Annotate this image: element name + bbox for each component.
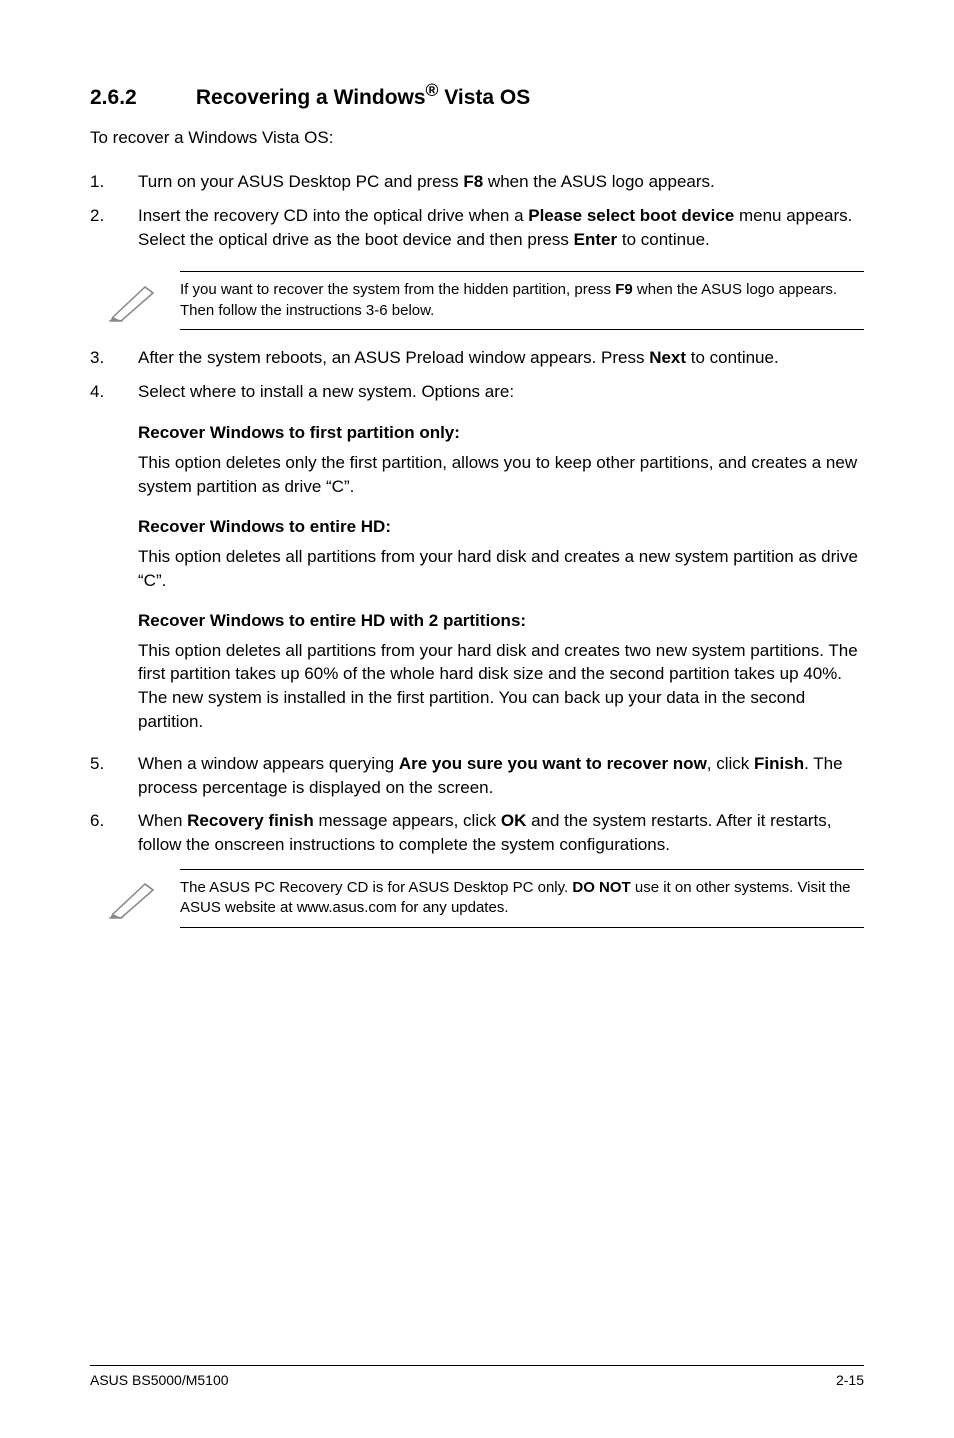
step-1: 1. Turn on your ASUS Desktop PC and pres… [90,170,864,194]
text: Select where to install a new system. Op… [138,382,514,401]
section-title-pre: Recovering a Windows [196,86,426,109]
pencil-icon [90,279,180,323]
step-body: After the system reboots, an ASUS Preloa… [138,346,864,370]
text: If you want to recover the system from t… [180,281,615,298]
option-para: This option deletes all partitions from … [138,545,864,593]
key-f8: F8 [463,172,483,191]
section-heading: 2.6.2 Recovering a Windows® Vista OS [90,80,864,110]
bold-text: Next [649,348,686,367]
step-3: 3. After the system reboots, an ASUS Pre… [90,346,864,370]
step-number: 3. [90,346,138,370]
bold-text: DO NOT [572,879,630,896]
pencil-icon [90,876,180,920]
text: After the system reboots, an ASUS Preloa… [138,348,649,367]
option-para: This option deletes all partitions from … [138,639,864,734]
step-5: 5. When a window appears querying Are yo… [90,752,864,800]
footer-left: ASUS BS5000/M5100 [90,1372,229,1388]
option-heading: Recover Windows to entire HD: [138,517,864,537]
step-4: 4. Select where to install a new system.… [90,380,864,404]
bold-text: Are you sure you want to recover now [399,754,707,773]
step-body: Turn on your ASUS Desktop PC and press F… [138,170,864,194]
key-f9: F9 [615,281,633,298]
bold-text: Finish [754,754,804,773]
step-6: 6. When Recovery finish message appears,… [90,809,864,857]
step-body: When Recovery finish message appears, cl… [138,809,864,857]
note-text: The ASUS PC Recovery CD is for ASUS Desk… [180,869,864,928]
text: When a window appears querying [138,754,399,773]
text: message appears, click [314,811,501,830]
step-body: Select where to install a new system. Op… [138,380,864,404]
note-text: If you want to recover the system from t… [180,271,864,330]
step-2: 2. Insert the recovery CD into the optic… [90,204,864,252]
step-body: Insert the recovery CD into the optical … [138,204,864,252]
text: , click [707,754,754,773]
section-title-post: Vista OS [438,86,530,109]
section-number: 2.6.2 [90,86,190,110]
option-heading: Recover Windows to first partition only: [138,423,864,443]
option-first-partition: Recover Windows to first partition only:… [138,423,864,733]
option-para: This option deletes only the first parti… [138,451,864,499]
text: to continue. [617,230,710,249]
page-footer: ASUS BS5000/M5100 2-15 [90,1365,864,1388]
note-block-2: The ASUS PC Recovery CD is for ASUS Desk… [90,869,864,928]
step-number: 2. [90,204,138,252]
text: When [138,811,187,830]
text: Insert the recovery CD into the optical … [138,206,528,225]
text: to continue. [686,348,779,367]
intro-text: To recover a Windows Vista OS: [90,128,864,148]
step-number: 6. [90,809,138,857]
step-body: When a window appears querying Are you s… [138,752,864,800]
note-block-1: If you want to recover the system from t… [90,271,864,330]
bold-text: OK [501,811,527,830]
text: The ASUS PC Recovery CD is for ASUS Desk… [180,879,572,896]
text: Turn on your ASUS Desktop PC and press [138,172,463,191]
key-enter: Enter [574,230,617,249]
step-number: 4. [90,380,138,404]
section-title-sup: ® [426,80,439,100]
footer-right: 2-15 [836,1372,864,1388]
bold-text: Recovery finish [187,811,314,830]
text: when the ASUS logo appears. [483,172,715,191]
option-heading: Recover Windows to entire HD with 2 part… [138,611,864,631]
step-number: 5. [90,752,138,800]
bold-text: Please select boot device [528,206,734,225]
step-number: 1. [90,170,138,194]
